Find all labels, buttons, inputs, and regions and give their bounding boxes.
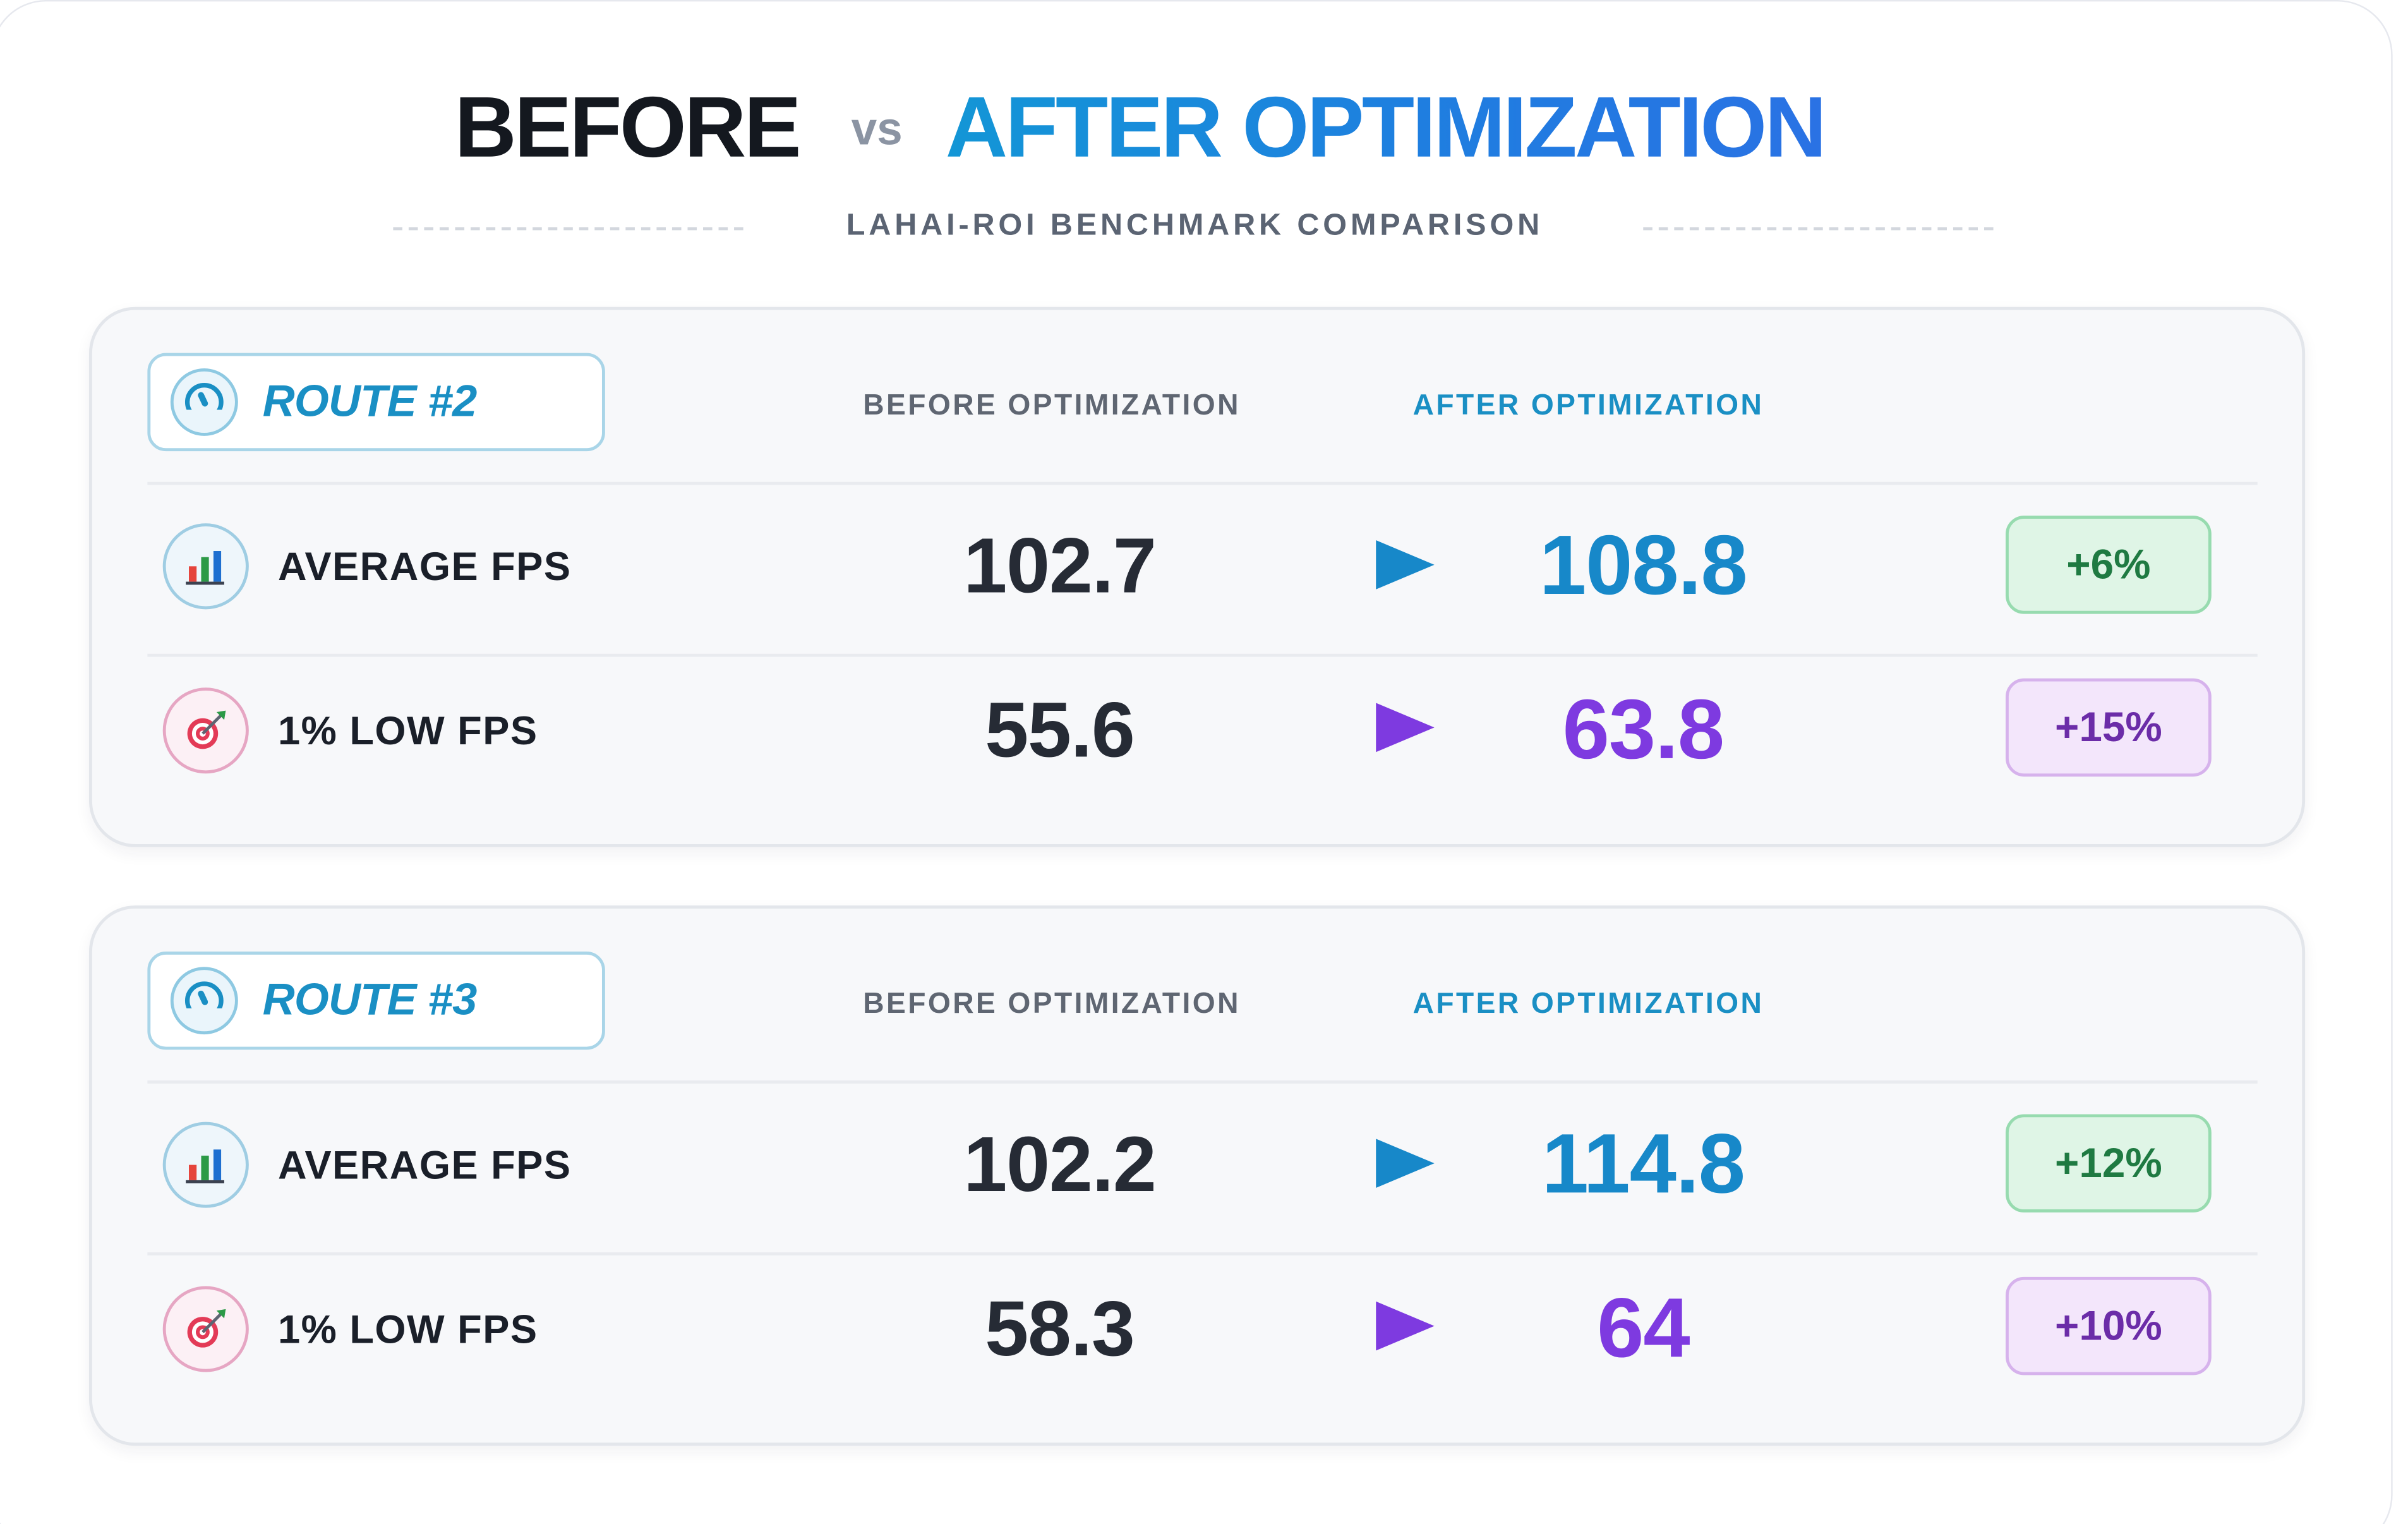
before-value: 102.2	[963, 1120, 1156, 1208]
column-header-after: AFTER OPTIMIZATION	[1412, 389, 1764, 422]
speedometer-icon	[170, 967, 238, 1035]
play-arrow-icon	[1373, 1135, 1437, 1190]
title-before: BEFORE	[454, 77, 801, 174]
after-value: 63.8	[1562, 681, 1725, 777]
metric-label: AVERAGE FPS	[278, 543, 572, 590]
route-label: ROUTE #2	[262, 377, 478, 426]
improvement-badge: +10%	[2006, 1276, 2212, 1376]
improvement-badge: +15%	[2006, 678, 2212, 777]
subtitle-row: LAHAI-ROI BENCHMARK COMPARISON	[0, 205, 2408, 248]
before-value: 102.7	[963, 521, 1156, 610]
before-value: 55.6	[985, 686, 1135, 774]
row-divider	[147, 653, 2258, 657]
bar-chart-icon	[162, 523, 249, 610]
route-card: ROUTE #2 BEFORE OPTIMIZATION AFTER OPTIM…	[89, 306, 2306, 847]
page-subtitle: LAHAI-ROI BENCHMARK COMPARISON	[846, 209, 1544, 243]
improvement-badge: +6%	[2006, 516, 2212, 614]
title-after: AFTER OPTIMIZATION	[946, 76, 1827, 176]
route-card: ROUTE #3 BEFORE OPTIMIZATION AFTER OPTIM…	[89, 905, 2306, 1446]
play-arrow-icon	[1373, 700, 1437, 755]
target-icon	[162, 1286, 249, 1372]
column-header-before: BEFORE OPTIMIZATION	[863, 988, 1241, 1021]
before-value: 58.3	[985, 1285, 1135, 1372]
row-divider	[147, 1080, 2258, 1084]
after-value: 64	[1597, 1279, 1690, 1376]
after-value: 114.8	[1541, 1115, 1745, 1211]
row-divider	[147, 481, 2258, 485]
target-icon	[162, 687, 249, 774]
speedometer-icon	[170, 368, 238, 436]
route-badge: ROUTE #3	[147, 951, 605, 1050]
metric-label: AVERAGE FPS	[278, 1142, 572, 1188]
after-value: 108.8	[1539, 517, 1748, 613]
row-divider	[147, 1252, 2258, 1255]
play-arrow-icon	[1373, 537, 1437, 592]
improvement-badge: +12%	[2006, 1114, 2212, 1213]
bar-chart-icon	[162, 1122, 249, 1208]
metric-label: 1% LOW FPS	[278, 1306, 538, 1352]
route-badge: ROUTE #2	[147, 353, 605, 452]
column-header-after: AFTER OPTIMIZATION	[1412, 988, 1764, 1021]
page-title: BEFORE vs AFTER OPTIMIZATION	[0, 68, 2344, 184]
subtitle-divider-left	[393, 227, 743, 231]
route-label: ROUTE #3	[262, 975, 478, 1025]
subtitle-divider-right	[1643, 227, 1994, 231]
metric-label: 1% LOW FPS	[278, 707, 538, 754]
title-vs: vs	[851, 104, 903, 155]
play-arrow-icon	[1373, 1298, 1437, 1353]
column-header-before: BEFORE OPTIMIZATION	[863, 389, 1241, 422]
